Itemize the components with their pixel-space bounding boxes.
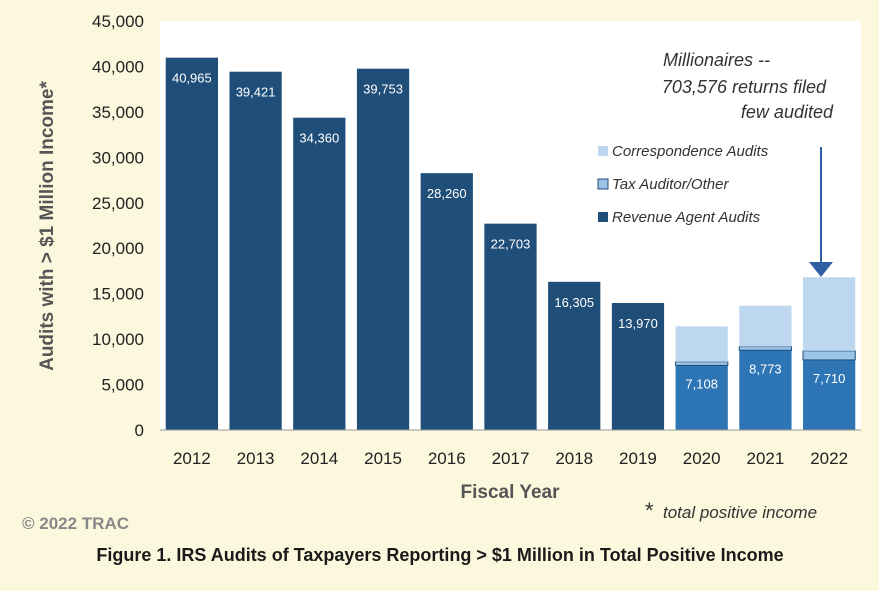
y-tick-label: 40,000: [92, 57, 144, 76]
y-ticks: 0 5,000 10,000 15,000 20,000 25,000 30,000 35,0…: [92, 12, 144, 440]
bar-revenue-agent: [803, 359, 856, 430]
bar-revenue-agent: [420, 173, 473, 430]
data-label: 7,710: [813, 371, 846, 386]
copyright: © 2022 TRAC: [22, 514, 129, 533]
bar-revenue-agent: [739, 350, 792, 430]
data-label: 39,753: [363, 82, 403, 97]
legend-swatch-correspondence: [598, 146, 608, 156]
data-label: 39,421: [236, 85, 276, 100]
x-tick-label: 2016: [428, 449, 466, 468]
annotation-line-2: 703,576 returns filed: [662, 77, 827, 97]
annotation-arrow: [809, 147, 833, 277]
y-tick-label: 45,000: [92, 12, 144, 31]
y-tick-label: 35,000: [92, 103, 144, 122]
bar-revenue-agent: [165, 57, 218, 430]
y-tick-label: 0: [135, 421, 144, 440]
data-label: 34,360: [299, 131, 339, 146]
x-tick-label: 2014: [300, 449, 338, 468]
annotation-line-3: few audited: [741, 102, 834, 122]
x-tick-label: 2019: [619, 449, 657, 468]
bar-revenue-agent: [484, 223, 537, 430]
data-label: 28,260: [427, 186, 467, 201]
y-tick-label: 10,000: [92, 330, 144, 349]
y-tick-label: 20,000: [92, 239, 144, 258]
legend-label-correspondence: Correspondence Audits: [612, 143, 769, 160]
bar-tax-auditor: [738, 346, 793, 351]
data-label: 16,305: [554, 295, 594, 310]
bar-correspondence: [739, 305, 792, 347]
data-label: 13,970: [618, 316, 658, 331]
data-label: 40,965: [172, 71, 212, 86]
legend: Correspondence Audits Tax Auditor/Other …: [597, 143, 769, 226]
x-tick-label: 2012: [173, 449, 211, 468]
legend-label-tax-auditor: Tax Auditor/Other: [612, 176, 729, 193]
legend-swatch-revenue-agent: [598, 212, 608, 222]
legend-swatch-tax-auditor: [597, 178, 609, 190]
bar-revenue-agent: [229, 71, 282, 430]
y-axis-title: Audits with > $1 Million Income*: [37, 81, 58, 371]
y-tick-label: 5,000: [101, 376, 144, 395]
x-tick-label: 2015: [364, 449, 402, 468]
x-tick-label: 2022: [810, 449, 848, 468]
x-axis-title: Fiscal Year: [461, 482, 561, 503]
x-tick-label: 2020: [683, 449, 721, 468]
annotation: Millionaires -- 703,576 returns filed fe…: [662, 50, 834, 122]
bar-revenue-agent: [356, 68, 410, 431]
bar-correspondence: [675, 326, 728, 362]
bar-revenue-agent: [611, 303, 665, 430]
bar-tax-auditor: [675, 361, 729, 366]
bar-tax-auditor: [802, 350, 856, 361]
bar-revenue-agent: [675, 365, 728, 430]
y-tick-label: 30,000: [92, 148, 144, 167]
data-label: 7,108: [685, 376, 718, 391]
bar-correspondence: [803, 277, 856, 351]
bars: 40,965 39,421 34,360 39,753 28,260 22,703 16,3…: [165, 57, 856, 431]
data-label: 8,773: [749, 361, 782, 376]
legend-label-revenue-agent: Revenue Agent Audits: [612, 209, 761, 226]
footnote-mark: *: [645, 498, 654, 523]
y-tick-label: 25,000: [92, 194, 144, 213]
y-tick-label: 15,000: [92, 285, 144, 304]
x-tick-label: 2021: [746, 449, 784, 468]
figure-caption: Figure 1. IRS Audits of Taxpayers Report…: [96, 545, 783, 565]
bar-revenue-agent: [548, 281, 601, 430]
x-tick-label: 2013: [237, 449, 275, 468]
x-tick-label: 2018: [555, 449, 593, 468]
bar-revenue-agent: [293, 117, 346, 430]
x-tick-label: 2017: [492, 449, 530, 468]
footnote-text: total positive income: [663, 503, 817, 522]
annotation-line-1: Millionaires --: [663, 50, 770, 70]
x-ticks: 2012 2013 2014 2015 2016 2017 2018 2019 2020 2021…: [173, 449, 848, 468]
data-label: 22,703: [491, 237, 531, 252]
